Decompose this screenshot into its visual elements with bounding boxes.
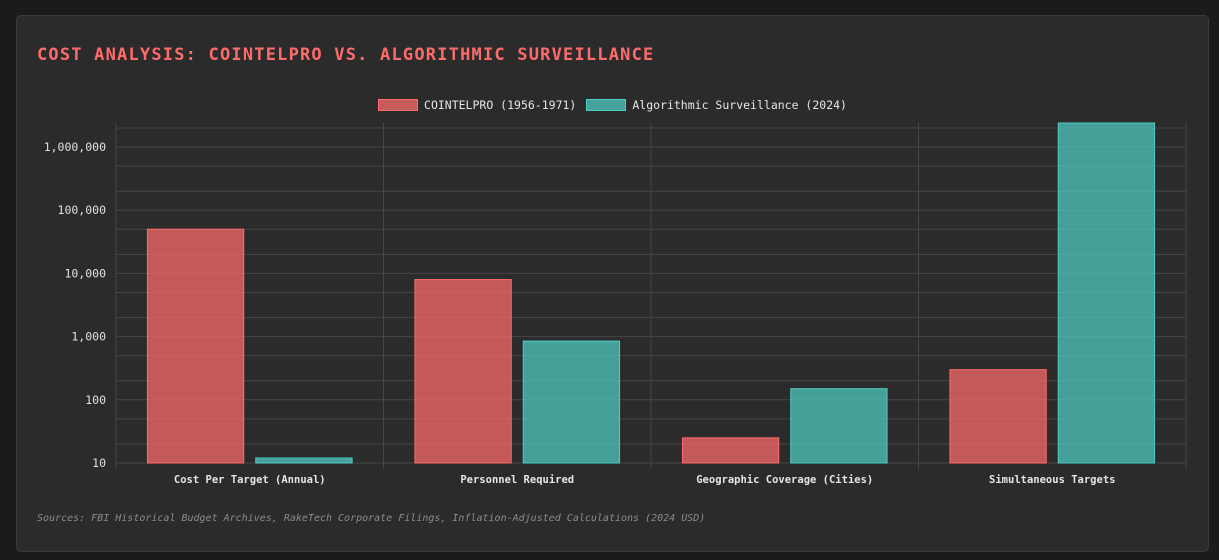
- legend-label-cointelpro: COINTELPRO (1956-1971): [424, 98, 577, 112]
- y-tick-label: 1,000,000: [44, 140, 106, 154]
- y-tick-label: 100,000: [58, 203, 107, 217]
- legend-item-algorithmic[interactable]: Algorithmic Surveillance (2024): [586, 98, 847, 112]
- legend-label-algorithmic: Algorithmic Surveillance (2024): [632, 98, 847, 112]
- y-tick-label: 10,000: [64, 266, 106, 280]
- x-tick-label: Geographic Coverage (Cities): [696, 474, 873, 486]
- x-tick-label: Cost Per Target (Annual): [174, 474, 326, 486]
- chart-title: COST ANALYSIS: COINTELPRO VS. ALGORITHMI…: [37, 45, 655, 65]
- bar-algorithmic: [522, 340, 621, 464]
- y-tick-label: 10: [92, 456, 106, 470]
- bar-cointelpro: [414, 279, 512, 464]
- legend-swatch-cointelpro: [378, 99, 419, 111]
- bar-cointelpro: [146, 228, 245, 464]
- bar-chart: 10 100 1,000 10,000 100,000 1,000,000 Cost Per…: [44, 122, 1187, 486]
- bar-cointelpro: [681, 437, 780, 464]
- bar-cointelpro: [949, 369, 1047, 464]
- chart-legend: COINTELPRO (1956-1971) Algorithmic Surve…: [17, 98, 1208, 112]
- x-tick-label: Simultaneous Targets: [989, 474, 1115, 486]
- source-note: Sources: FBI Historical Budget Archives,…: [37, 513, 706, 524]
- bar-algorithmic: [255, 457, 353, 464]
- legend-swatch-algorithmic: [586, 99, 627, 111]
- y-tick-label: 100: [85, 393, 106, 407]
- x-tick-label: Personnel Required: [460, 474, 574, 486]
- y-tick-label: 1,000: [71, 330, 106, 344]
- bar-algorithmic: [1057, 122, 1156, 464]
- bar-algorithmic: [790, 388, 888, 464]
- legend-item-cointelpro[interactable]: COINTELPRO (1956-1971): [378, 98, 576, 112]
- chart-card: COST ANALYSIS: COINTELPRO VS. ALGORITHMI…: [16, 15, 1209, 552]
